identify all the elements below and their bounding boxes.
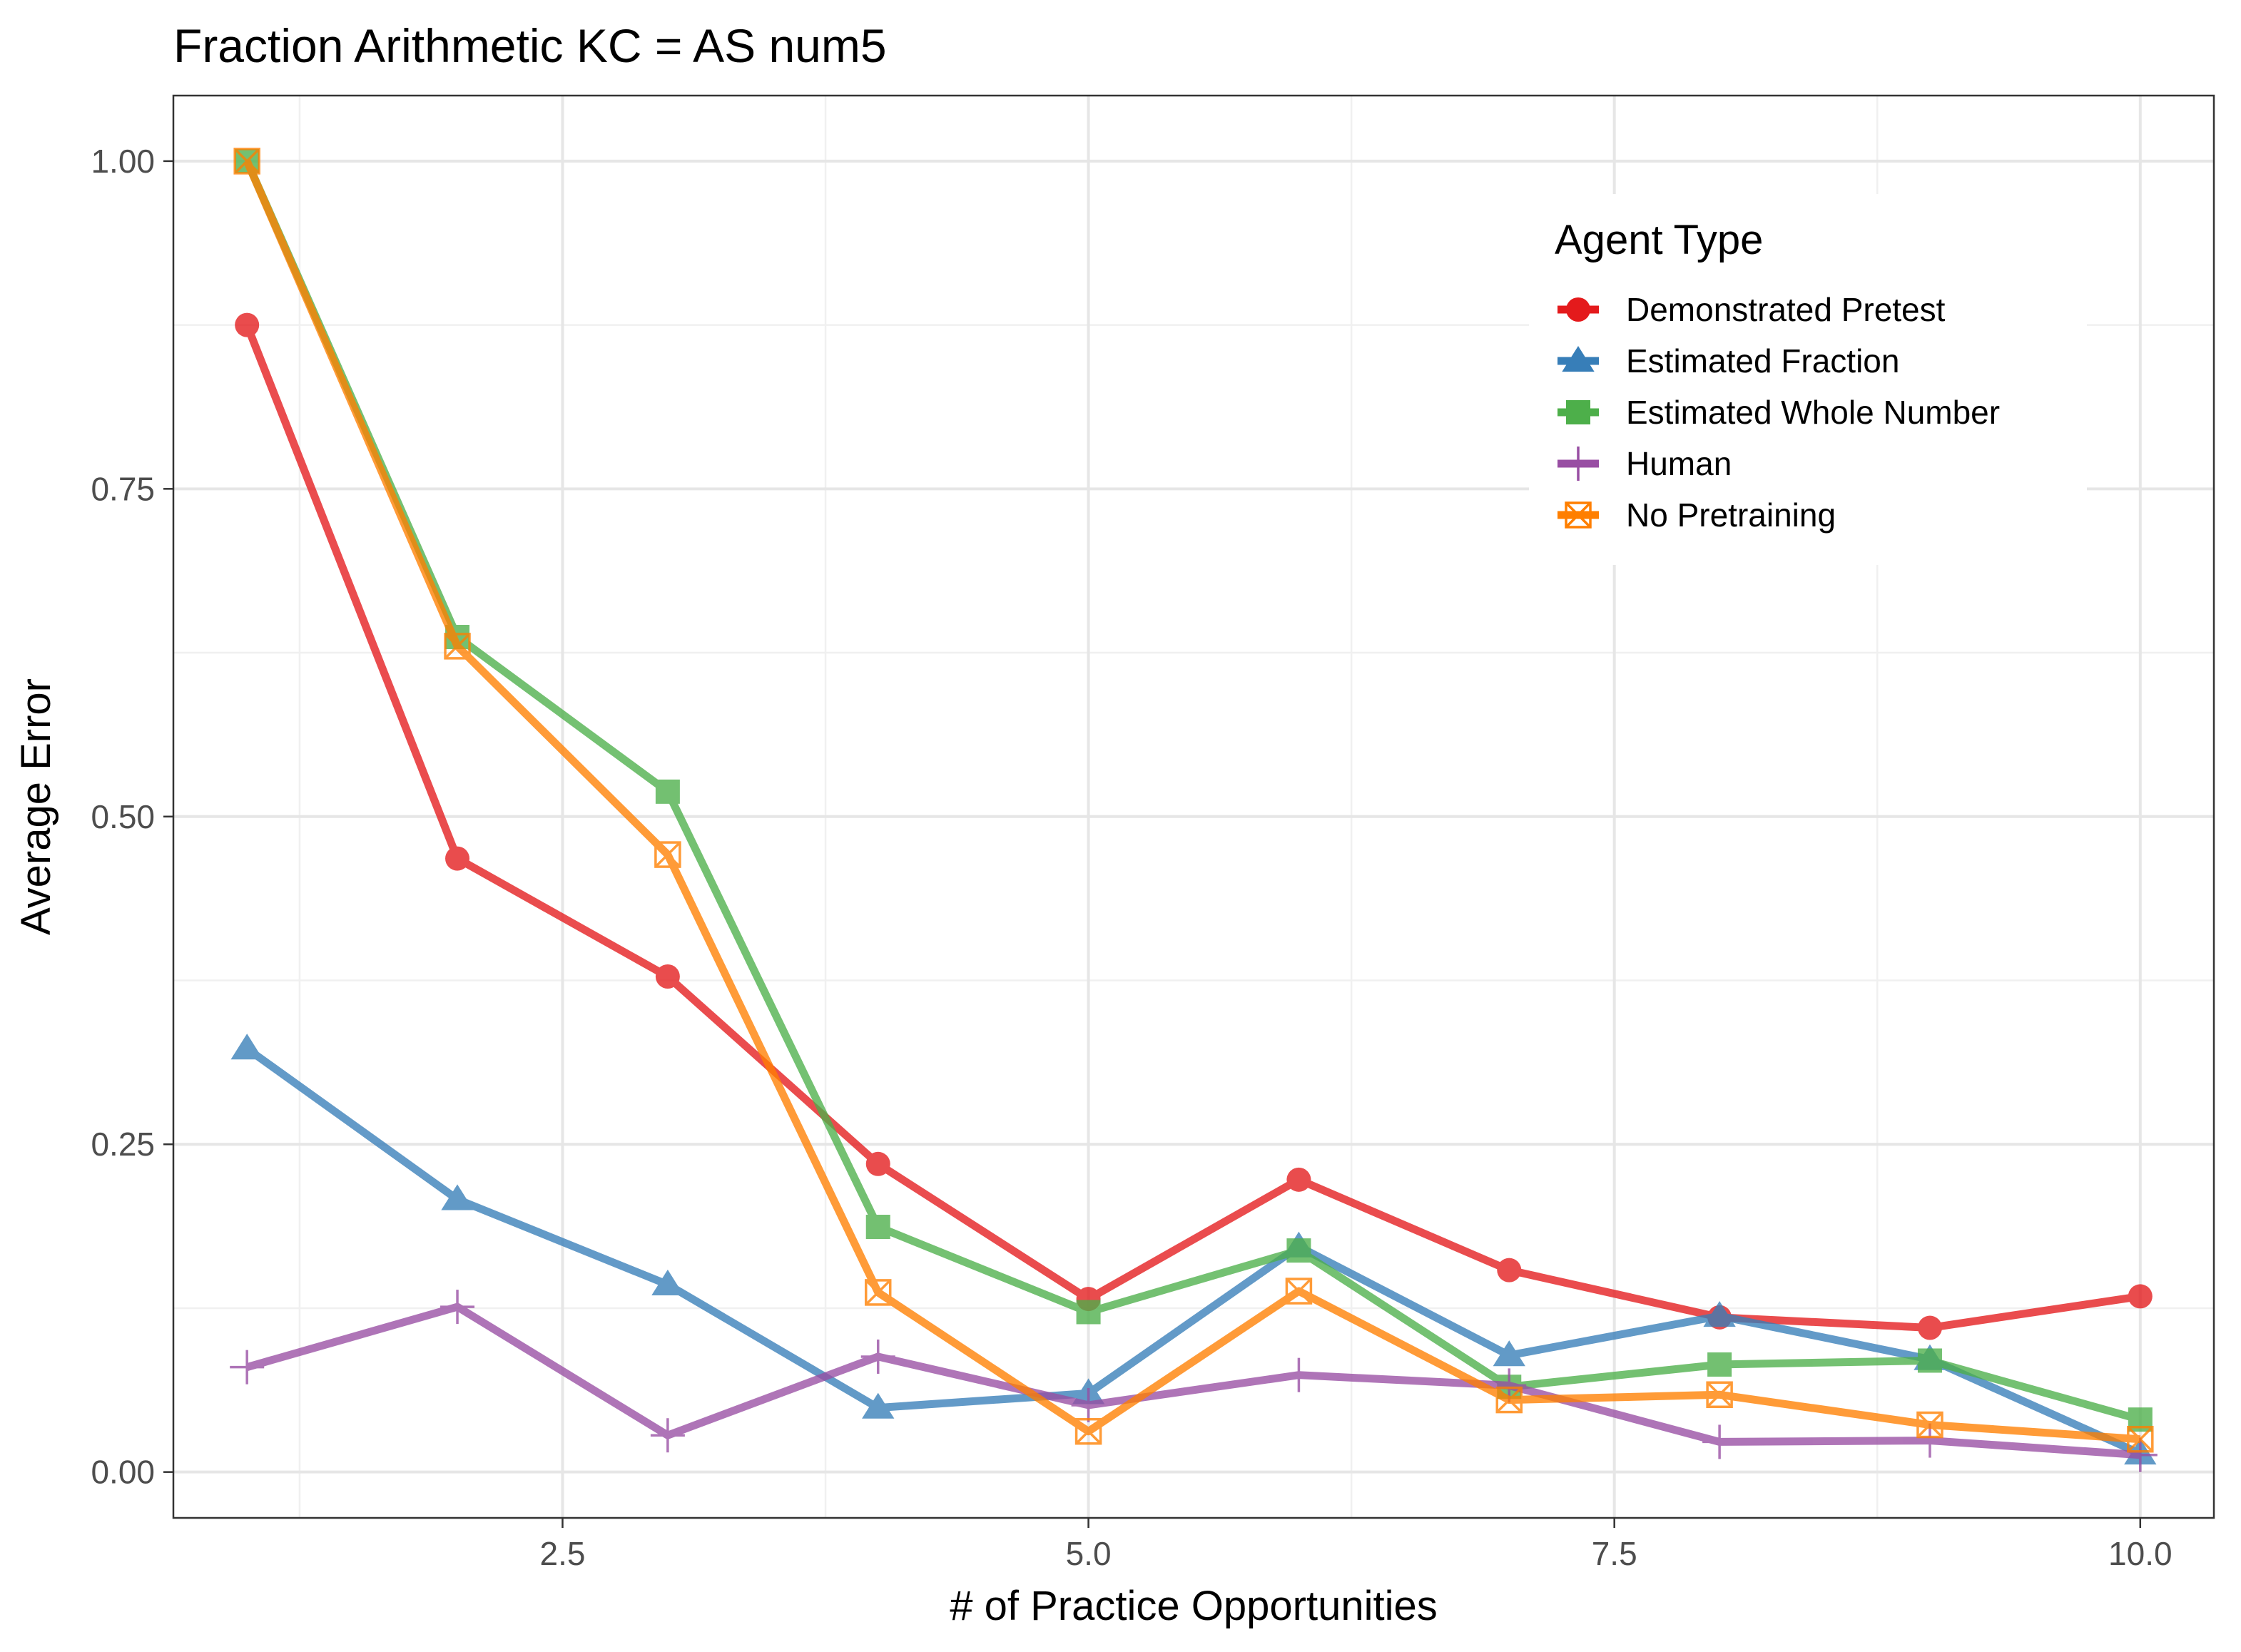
data-point-demonstrated-pretest [235,312,260,337]
x-tick-label: 5.0 [1066,1535,1112,1572]
data-point-human [230,1350,265,1385]
legend-key-marker [1566,297,1590,322]
axes: 2.5 5.0 7.5 10.0 0.00 0.25 0.50 0.75 1.00 [91,143,2172,1572]
legend-label: Demonstrated Pretest [1626,291,1946,328]
data-point-demonstrated-pretest [2128,1284,2153,1309]
legend-background [1529,194,2087,565]
data-point-demonstrated-pretest [1286,1167,1311,1192]
legend-label: Human [1626,445,1732,482]
data-point-estimated-fraction [441,1184,474,1210]
data-point-estimated-fraction [1703,1300,1736,1327]
data-point-no-pretraining [2127,1425,2154,1453]
series-line-human [245,1302,2141,1459]
series-no-pretraining [233,148,2154,1453]
data-point-estimated-fraction [651,1269,684,1295]
data-point-demonstrated-pretest [1917,1315,1942,1340]
legend-title: Agent Type [1555,217,1763,263]
series-line-estimated-whole-number [243,159,2142,1424]
data-point-estimated-whole-number [655,779,680,804]
data-point-estimated-whole-number [1917,1348,1942,1373]
data-point-human [860,1339,895,1374]
data-point-estimated-fraction [862,1392,895,1419]
legend-label: No Pretraining [1626,496,1836,534]
data-point-human [650,1418,685,1453]
data-point-estimated-whole-number [865,1215,890,1240]
data-point-estimated-fraction [230,1034,263,1060]
data-point-human [1281,1357,1316,1392]
data-point-no-pretraining [444,633,471,660]
y-tick-label: 1.00 [91,143,155,180]
chart-title: Fraction Arithmetic KC = AS num5 [173,19,887,72]
y-tick-label: 0.50 [91,798,155,835]
legend: Agent Type Demonstrated Pretest Estimated… [1529,194,2087,565]
y-tick-label: 0.00 [91,1454,155,1491]
grid [173,96,2214,1518]
data-point-no-pretraining [1074,1417,1102,1445]
data-point-demonstrated-pretest [445,846,470,871]
legend-key-marker [1565,501,1592,529]
data-point-human [1912,1423,1947,1458]
data-point-estimated-whole-number [1286,1238,1311,1263]
data-point-demonstrated-pretest [1497,1258,1522,1283]
data-point-no-pretraining [1495,1386,1523,1414]
legend-key-marker [1562,346,1595,372]
data-point-human [2123,1437,2158,1472]
series-layer [230,148,2158,1472]
legend-item-estimated-fraction: Estimated Fraction [1557,342,1899,379]
data-point-no-pretraining [1706,1381,1733,1408]
data-point-estimated-whole-number [1707,1352,1732,1377]
data-point-demonstrated-pretest [865,1151,890,1176]
series-line-demonstrated-pretest [243,323,2141,1332]
series-human [230,1290,2158,1472]
data-point-demonstrated-pretest [655,964,680,989]
data-point-no-pretraining [864,1279,892,1306]
x-tick-label: 2.5 [539,1535,585,1572]
legend-label: Estimated Whole Number [1626,394,2000,431]
series-line-no-pretraining [243,159,2141,1444]
data-point-no-pretraining [1285,1278,1313,1305]
series-line-estimated-fraction [244,1045,2143,1457]
legend-item-estimated-whole-number: Estimated Whole Number [1557,394,2000,431]
y-tick-label: 0.75 [91,470,155,507]
data-point-human [1071,1387,1106,1422]
legend-key-marker [1561,447,1595,481]
data-point-human [1702,1424,1737,1459]
x-axis-title: # of Practice Opportunities [950,1583,1437,1629]
x-tick-label: 10.0 [2108,1535,2173,1572]
y-axis-title: Average Error [13,678,59,935]
plot-panel [172,94,2215,1519]
data-point-no-pretraining [654,841,681,868]
data-point-no-pretraining [233,148,260,175]
data-point-estimated-whole-number [1076,1300,1101,1325]
data-point-human [440,1290,475,1325]
y-tick-label: 0.25 [91,1126,155,1163]
data-point-no-pretraining [1916,1411,1943,1439]
legend-items: Demonstrated Pretest Estimated Fraction Es… [1557,291,2000,534]
legend-key-marker [1566,400,1590,424]
data-point-estimated-fraction [1493,1340,1525,1367]
legend-label: Estimated Fraction [1626,342,1899,379]
legend-item-no-pretraining: No Pretraining [1557,496,1836,534]
legend-item-human: Human [1557,445,1732,482]
legend-item-demonstrated-pretest: Demonstrated Pretest [1557,291,1946,328]
x-tick-label: 7.5 [1592,1535,1637,1572]
